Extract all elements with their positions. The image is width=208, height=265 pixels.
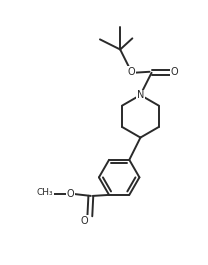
Text: N: N — [137, 90, 144, 100]
Text: CH₃: CH₃ — [37, 188, 54, 197]
Text: O: O — [170, 67, 178, 77]
Text: O: O — [81, 216, 89, 226]
Text: O: O — [128, 67, 135, 77]
Text: O: O — [67, 189, 74, 199]
